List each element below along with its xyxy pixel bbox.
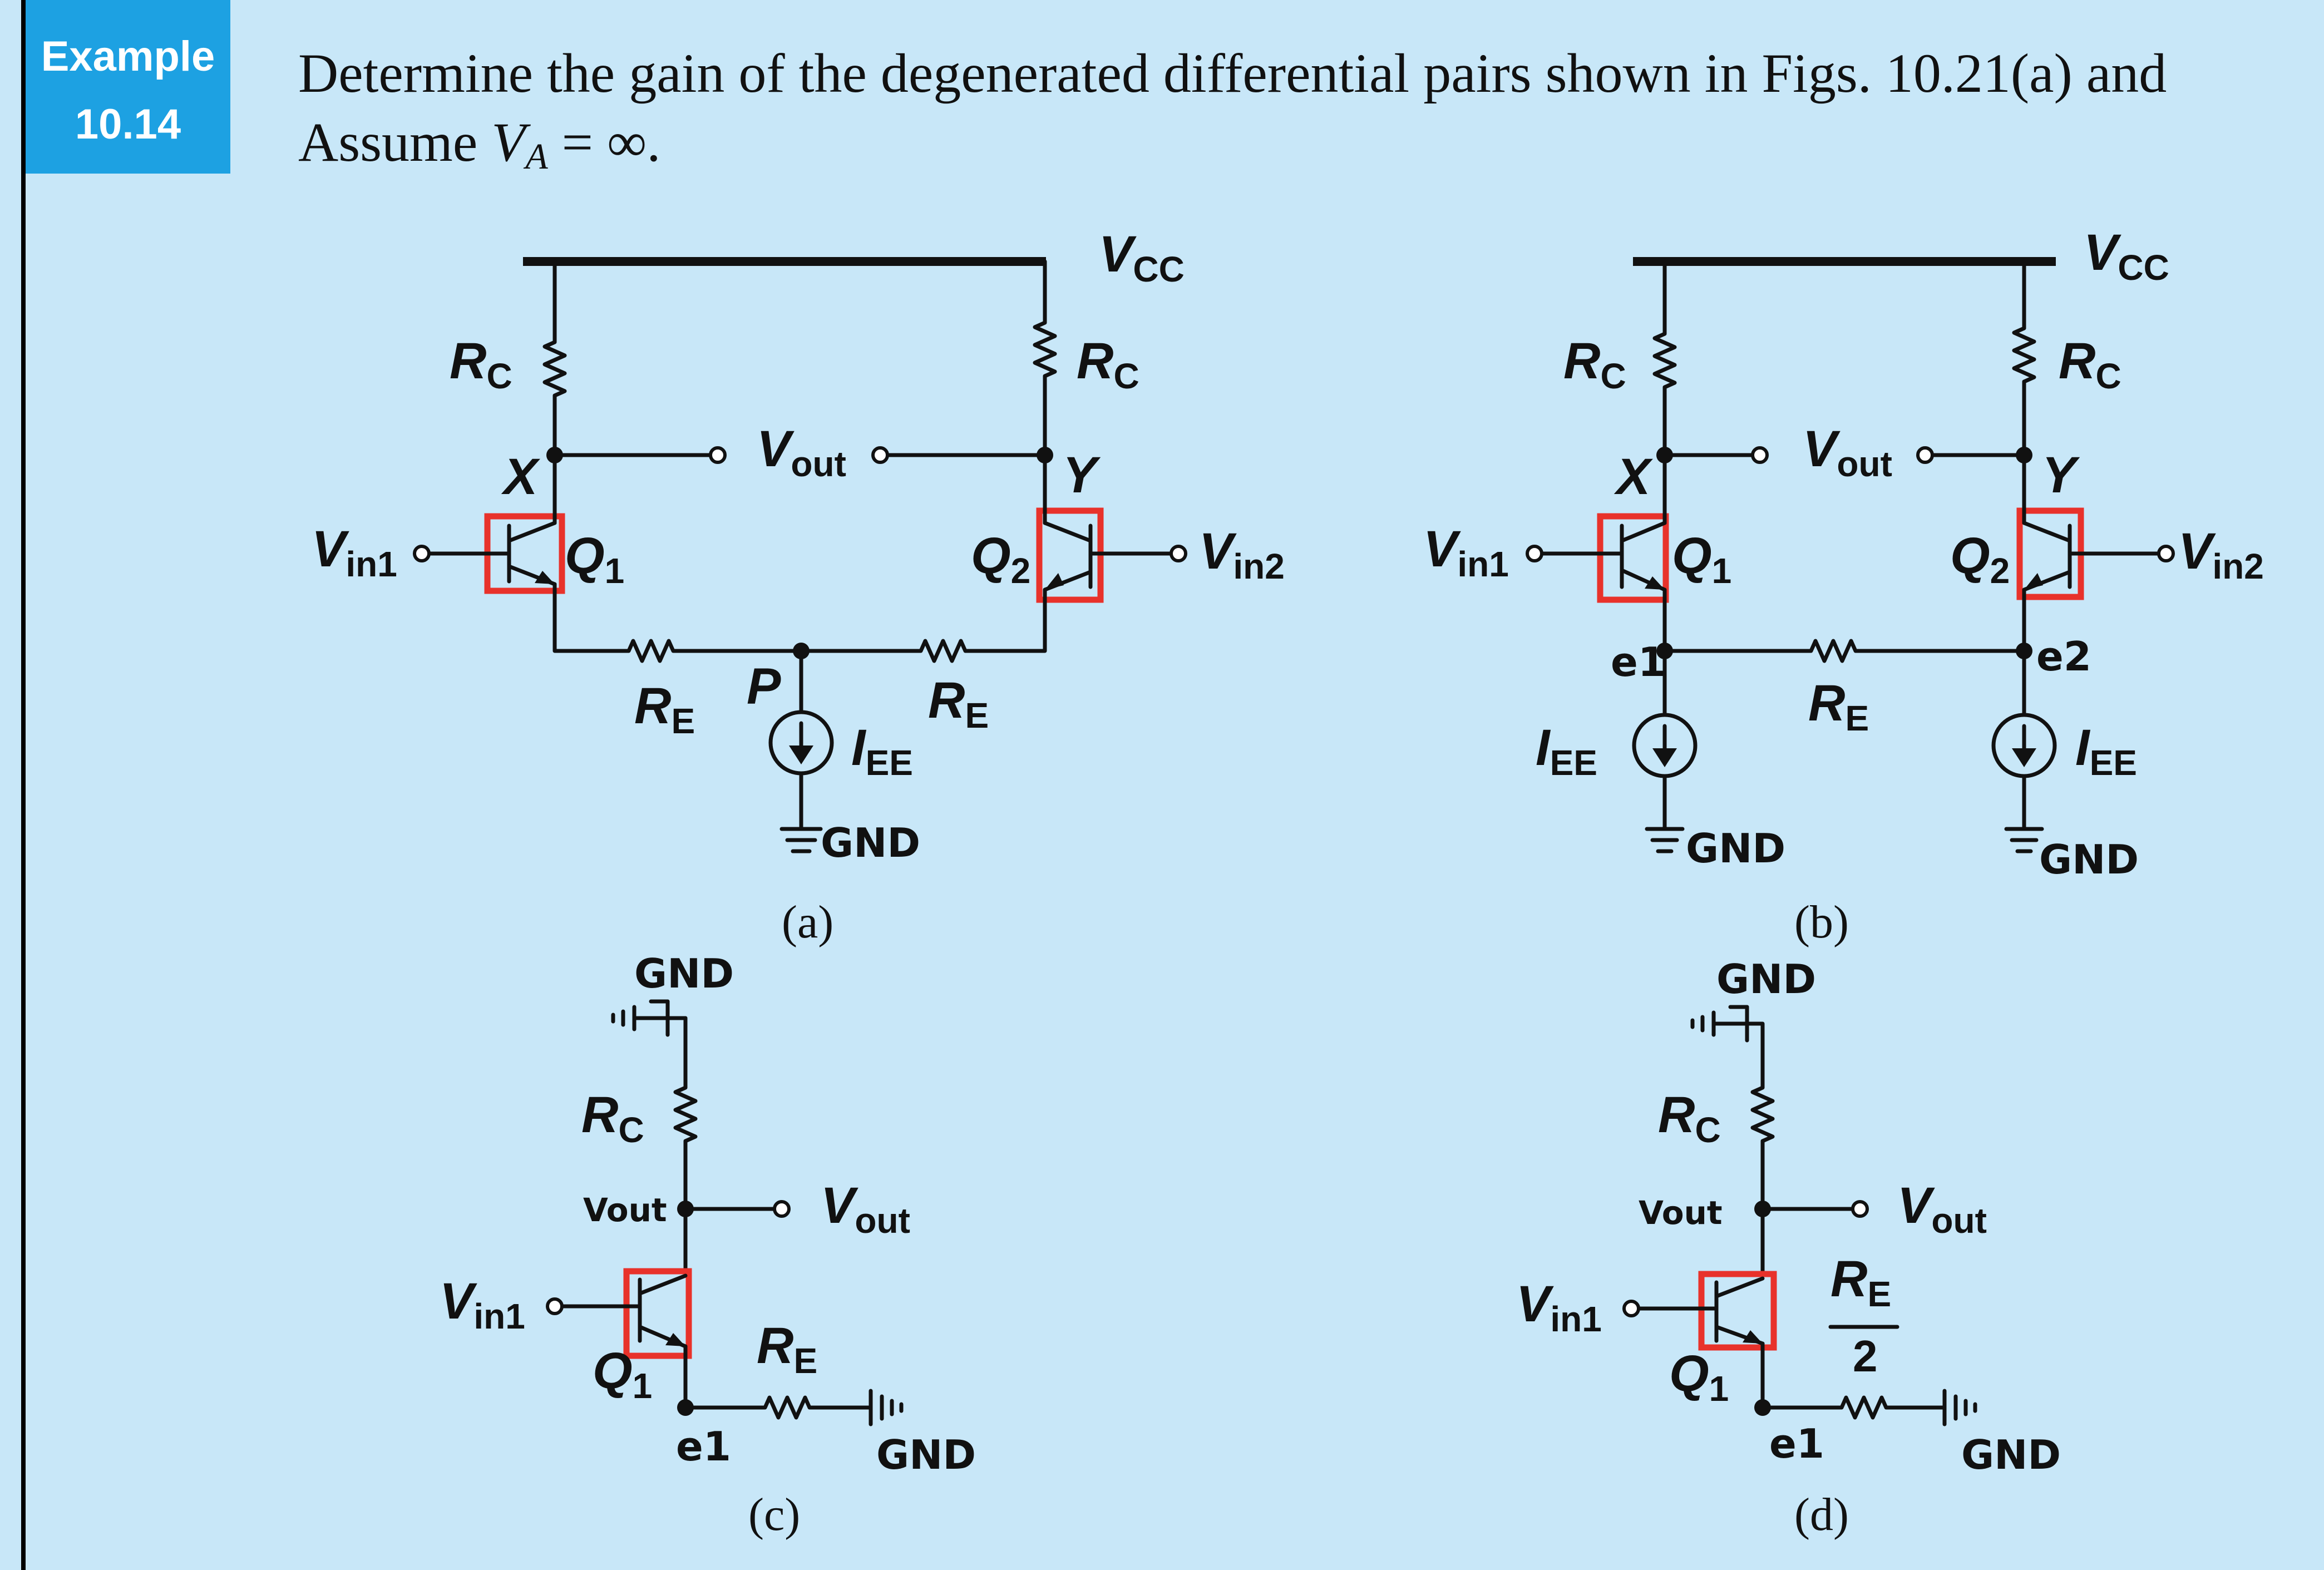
circuit-c: GND RC Vout Vout Vin1 Q1 RE e1 GND ( bbox=[440, 950, 976, 1541]
problem-statement: Determine the gain of the degenerated di… bbox=[298, 39, 2167, 191]
caption-d: (d) bbox=[1794, 1489, 1849, 1541]
rc-resistor-right-b bbox=[2012, 259, 2036, 458]
q1-highlight-d bbox=[1698, 1271, 1777, 1351]
vin1-label-b: Vin1 bbox=[1423, 521, 1509, 584]
q1-label-b: Q1 bbox=[1672, 527, 1731, 591]
iee-label-a: IEE bbox=[851, 719, 913, 783]
iee-label-left-b: IEE bbox=[1536, 719, 1597, 783]
vin1-terminal-c bbox=[546, 1297, 564, 1315]
node-p-label-a: P bbox=[747, 658, 781, 715]
vout-label-a: Vout bbox=[757, 421, 846, 484]
node-e1-label-b: e1 bbox=[1611, 639, 1666, 685]
example-badge: Example 10.14 bbox=[26, 0, 230, 174]
rc-label-left-b: RC bbox=[1563, 333, 1626, 396]
rc-label-d: RC bbox=[1658, 1087, 1721, 1150]
vout-terminal-c bbox=[773, 1200, 791, 1218]
q1-highlight-c bbox=[623, 1268, 692, 1359]
re-half-resistor-d bbox=[1760, 1341, 1947, 1420]
vin2-terminal-b bbox=[2157, 545, 2175, 562]
caption-b: (b) bbox=[1794, 896, 1849, 948]
vout-terminal-right-b bbox=[1916, 446, 1934, 464]
rc-label-left-a: RC bbox=[450, 333, 512, 396]
caption-c: (c) bbox=[748, 1489, 800, 1541]
re-label-left-a: RE bbox=[634, 678, 695, 741]
vin1-label-c: Vin1 bbox=[440, 1273, 525, 1336]
circuit-a: VCC RC RC Vout X Y Vin1 Q1 bbox=[312, 226, 1285, 948]
vin1-label-d: Vin1 bbox=[1516, 1276, 1602, 1339]
rc-resistor-d bbox=[1745, 1021, 1775, 1211]
re-half-numerator-d: RE bbox=[1830, 1251, 1891, 1314]
gnd-label-right-b: GND bbox=[2039, 836, 2139, 883]
re-resistor-right-a bbox=[799, 587, 1047, 663]
rc-resistor-left-b bbox=[1652, 259, 1677, 458]
node-y-label-a: Y bbox=[1063, 447, 1101, 503]
node-e2-label-b: e2 bbox=[2036, 633, 2091, 680]
node-e1-label-d: e1 bbox=[1769, 1420, 1824, 1467]
node-y-label-b: Y bbox=[2042, 447, 2080, 503]
rc-label-right-b: RC bbox=[2059, 333, 2121, 396]
vin2-terminal-a bbox=[1170, 545, 1187, 562]
vcc-label-a: VCC bbox=[1099, 226, 1185, 289]
vout-node-label-d: Vout bbox=[1639, 1194, 1723, 1232]
vin1-terminal-a bbox=[413, 545, 431, 562]
gnd-label-a: GND bbox=[821, 819, 920, 866]
gnd-label-top-d: GND bbox=[1716, 956, 1816, 1003]
vout-terminal-right-a bbox=[871, 446, 889, 464]
vin1-terminal-b bbox=[1526, 545, 1543, 562]
node-e1-dot-c bbox=[677, 1399, 694, 1416]
q2-label-a: Q2 bbox=[971, 527, 1030, 591]
re-resistor-c bbox=[683, 1344, 873, 1420]
q1-label-c: Q1 bbox=[593, 1342, 652, 1406]
q2-label-b: Q2 bbox=[1950, 527, 2010, 591]
re-resistor-left-a bbox=[552, 582, 803, 663]
gnd-label-top-c: GND bbox=[634, 950, 734, 997]
vout-label-d: Vout bbox=[1897, 1177, 1987, 1241]
vout-terminal-left-a bbox=[709, 446, 727, 464]
vout-label-c: Vout bbox=[821, 1177, 910, 1241]
re-label-right-a: RE bbox=[928, 672, 989, 735]
node-e1-label-c: e1 bbox=[676, 1423, 731, 1470]
caption-a: (a) bbox=[782, 896, 833, 948]
vin1-terminal-d bbox=[1622, 1300, 1640, 1317]
q1-label-d: Q1 bbox=[1669, 1345, 1729, 1409]
rc-resistor-c bbox=[673, 1016, 698, 1211]
re-label-c: RE bbox=[757, 1317, 817, 1381]
example-number: 10.14 bbox=[75, 101, 181, 148]
vout-terminal-left-b bbox=[1751, 446, 1769, 464]
vout-terminal-d bbox=[1851, 1200, 1869, 1218]
vout-label-b: Vout bbox=[1803, 421, 1892, 484]
gnd-label-left-b: GND bbox=[1686, 825, 1785, 872]
iee-label-right-b: IEE bbox=[2075, 719, 2137, 783]
node-e1-dot-d bbox=[1754, 1399, 1771, 1416]
rc-resistor-right-a bbox=[1033, 259, 1057, 458]
q1-highlight-b bbox=[1597, 513, 1669, 603]
vout-node-label-c: Vout bbox=[583, 1191, 667, 1229]
example-label: Example bbox=[41, 33, 215, 80]
gnd-label-right-c: GND bbox=[876, 1431, 976, 1478]
problem-line-1: Determine the gain of the degenerated di… bbox=[298, 42, 2167, 104]
vin1-label-a: Vin1 bbox=[312, 521, 397, 584]
re-label-b: RE bbox=[1808, 675, 1869, 738]
vin2-label-b: Vin2 bbox=[2178, 523, 2264, 586]
page-margin-rule bbox=[21, 0, 26, 1570]
re-resistor-b bbox=[1662, 587, 2026, 663]
gnd-label-right-d: GND bbox=[1961, 1431, 2061, 1478]
vcc-label-b: VCC bbox=[2084, 224, 2169, 288]
circuit-d: GND RC Vout Vout Vin1 Q1 RE 2 e1 bbox=[1516, 956, 2061, 1541]
node-x-label-a: X bbox=[501, 448, 540, 505]
rc-label-right-a: RC bbox=[1077, 333, 1139, 396]
rc-resistor-left-a bbox=[542, 259, 567, 458]
q1-label-a: Q1 bbox=[565, 527, 624, 591]
vin2-label-a: Vin2 bbox=[1199, 523, 1285, 586]
circuit-b: VCC RC RC Vout X Y Vin1 Q1 Vin2 bbox=[1423, 224, 2264, 948]
node-x-label-b: X bbox=[1614, 448, 1653, 505]
re-half-denominator-d: 2 bbox=[1853, 1331, 1878, 1381]
rc-label-c: RC bbox=[581, 1087, 644, 1150]
problem-line-2: Assume VA = ∞. bbox=[298, 111, 661, 177]
